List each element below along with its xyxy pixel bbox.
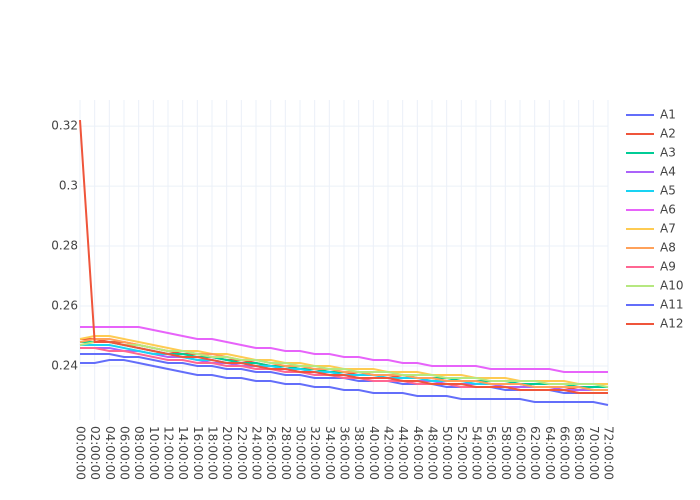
x-tick-label: 02:00:00 <box>88 426 102 480</box>
x-tick-label: 44:00:00 <box>396 426 410 480</box>
legend-label: A7 <box>660 222 676 236</box>
legend-label: A10 <box>660 279 683 293</box>
x-tick-label: 68:00:00 <box>572 426 586 480</box>
x-tick-label: 06:00:00 <box>118 426 132 480</box>
x-tick-label: 14:00:00 <box>176 426 190 480</box>
x-tick-label: 10:00:00 <box>147 426 161 480</box>
x-tick-label: 60:00:00 <box>514 426 528 480</box>
legend-label: A11 <box>660 298 683 312</box>
x-tick-label: 56:00:00 <box>484 426 498 480</box>
x-tick-label: 66:00:00 <box>558 426 572 480</box>
series-line <box>79 120 608 395</box>
legend-label: A6 <box>660 203 676 217</box>
series-line <box>80 326 608 374</box>
y-tick-label: 0.28 <box>51 239 78 253</box>
legend-label: A4 <box>660 165 676 179</box>
y-tick-label: 0.3 <box>59 179 78 193</box>
x-tick-label: 00:00:00 <box>74 426 88 480</box>
x-tick-label: 38:00:00 <box>352 426 366 480</box>
x-tick-label: 50:00:00 <box>440 426 454 480</box>
y-tick-label: 0.26 <box>51 299 78 313</box>
x-tick-label: 22:00:00 <box>235 426 249 480</box>
y-tick-label: 0.32 <box>51 119 78 133</box>
x-tick-label: 40:00:00 <box>367 426 381 480</box>
x-tick-label: 70:00:00 <box>587 426 601 480</box>
x-tick-label: 20:00:00 <box>220 426 234 480</box>
x-tick-label: 42:00:00 <box>382 426 396 480</box>
x-tick-label: 24:00:00 <box>250 426 264 480</box>
x-tick-label: 30:00:00 <box>294 426 308 480</box>
legend-label: A9 <box>660 260 676 274</box>
x-tick-label: 48:00:00 <box>426 426 440 480</box>
x-tick-label: 52:00:00 <box>455 426 469 480</box>
x-tick-label: 58:00:00 <box>499 426 513 480</box>
x-tick-label: 36:00:00 <box>338 426 352 480</box>
legend-label: A1 <box>660 108 676 122</box>
x-tick-label: 46:00:00 <box>411 426 425 480</box>
x-tick-label: 08:00:00 <box>132 426 146 480</box>
series-line <box>80 359 609 406</box>
x-tick-label: 64:00:00 <box>543 426 557 480</box>
x-tick-label: 62:00:00 <box>528 426 542 480</box>
x-tick-label: 04:00:00 <box>103 426 117 480</box>
x-tick-label: 34:00:00 <box>323 426 337 480</box>
legend-label: A5 <box>660 184 676 198</box>
x-tick-label: 32:00:00 <box>308 426 322 480</box>
series-line <box>79 341 609 388</box>
x-tick-label: 16:00:00 <box>191 426 205 480</box>
x-tick-label: 28:00:00 <box>279 426 293 480</box>
x-tick-label: 54:00:00 <box>470 426 484 480</box>
x-tick-label: 72:00:00 <box>602 426 616 480</box>
x-tick-label: 26:00:00 <box>264 426 278 480</box>
legend-label: A2 <box>660 127 676 141</box>
x-tick-label: 18:00:00 <box>206 426 220 480</box>
legend-label: A3 <box>660 146 676 160</box>
legend-label: A12 <box>660 317 683 331</box>
legend-label: A8 <box>660 241 676 255</box>
x-tick-label: 12:00:00 <box>162 426 176 480</box>
y-tick-label: 0.24 <box>51 359 78 373</box>
